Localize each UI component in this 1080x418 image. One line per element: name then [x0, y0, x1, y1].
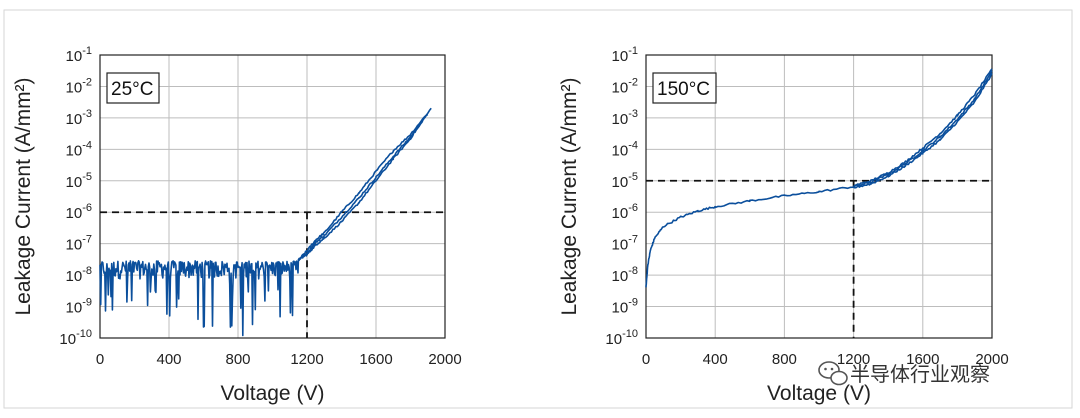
x-tick-label-150c-4: 1600 [906, 351, 939, 368]
plot-frame-150c [645, 54, 993, 339]
x-tick-labels-25c: 0 400 800 1200 1600 2000 [96, 351, 462, 368]
x-tick-label-150c-2: 800 [772, 351, 797, 368]
x-tick-label-150c-0: 0 [642, 351, 650, 368]
y-tick-label-150c-6: 10-4 [612, 139, 638, 159]
y-axis-label-150c: Leakage Current (A/mm²) [558, 77, 581, 315]
x-tick-label-25c-0: 0 [96, 351, 104, 368]
y-tick-label-25c-4: 10-6 [66, 202, 92, 222]
x-tick-label-25c-5: 2000 [428, 351, 461, 368]
x-axis-label-25c: Voltage (V) [221, 382, 325, 405]
y-tick-label-25c-7: 10-3 [66, 108, 92, 128]
series-line-150c-1 [853, 68, 993, 187]
y-tick-label-25c-3: 10-7 [66, 234, 92, 254]
watermark: 半导体行业观察 [818, 361, 990, 386]
y-tick-label-150c-1: 10-9 [612, 297, 638, 317]
y-tick-label-25c-8: 10-2 [66, 76, 92, 96]
y-tick-label-150c-7: 10-3 [612, 108, 638, 128]
y-tick-label-150c-5: 10-5 [612, 171, 638, 191]
y-tick-label-25c-6: 10-4 [66, 139, 92, 159]
y-tick-labels-150c: 10-10 10-9 10-8 10-7 10-6 10-5 10-4 10-3 10-2 10-… [605, 45, 638, 348]
temperature-tag-25c: 25°C [106, 72, 160, 104]
watermark-text: 半导体行业观察 [850, 363, 990, 386]
x-tick-label-150c-3: 1200 [837, 351, 870, 368]
reference-lines-25c [100, 211, 445, 338]
y-tick-label-25c-2: 10-8 [66, 265, 92, 285]
x-tick-label-25c-4: 1600 [359, 351, 392, 368]
x-tick-label-25c-2: 800 [225, 351, 250, 368]
x-tick-label-25c-1: 400 [156, 351, 181, 368]
temperature-tag-150c: 150°C [652, 72, 717, 104]
x-tick-label-150c-5: 2000 [975, 351, 1008, 368]
series-line-150c-0 [645, 70, 993, 288]
x-tick-labels-150c: 0 400 800 1200 1600 2000 [642, 351, 1009, 368]
plot-frame-25c [99, 54, 446, 339]
series-line-25c-0 [99, 107, 432, 337]
x-axis-label-150c: Voltage (V) [767, 382, 871, 405]
y-tick-label-150c-0: 10-10 [605, 328, 638, 348]
y-tick-label-150c-2: 10-8 [612, 265, 638, 285]
y-tick-label-150c-3: 10-7 [612, 234, 638, 254]
figure-border [3, 9, 1073, 409]
y-tick-label-25c-9: 10-1 [66, 45, 92, 65]
y-tick-labels-25c: 10-10 10-9 10-8 10-7 10-6 10-5 10-4 10-3 10-2 10-… [59, 45, 92, 348]
y-tick-label-150c-4: 10-6 [612, 202, 638, 222]
series-line-150c-2 [853, 72, 993, 189]
reference-lines-150c [646, 179, 992, 338]
y-tick-label-25c-5: 10-5 [66, 171, 92, 191]
y-axis-label-25c: Leakage Current (A/mm²) [12, 77, 35, 315]
chart-150c: 0 400 800 1200 1600 2000 10-1010-910-810-710-… [558, 45, 1009, 405]
series-line-25c-1 [298, 113, 429, 261]
x-tick-label-150c-1: 400 [703, 351, 728, 368]
series-group-150c [645, 68, 993, 288]
annotation-150c: 150°C [657, 79, 710, 100]
series-line-25c-2 [298, 117, 425, 262]
annotation-25c: 25°C [111, 79, 153, 100]
series-group-25c [99, 107, 432, 337]
wechat-icon [818, 361, 848, 386]
y-tick-label-25c-0: 10-10 [59, 328, 92, 348]
chart-25c: 0 400 800 1200 1600 2000 10-1010-910-810-710-… [12, 45, 462, 405]
y-tick-label-25c-1: 10-9 [66, 297, 92, 317]
x-tick-label-25c-3: 1200 [290, 351, 323, 368]
y-tick-label-150c-9: 10-1 [612, 45, 638, 65]
y-tick-label-150c-8: 10-2 [612, 76, 638, 96]
